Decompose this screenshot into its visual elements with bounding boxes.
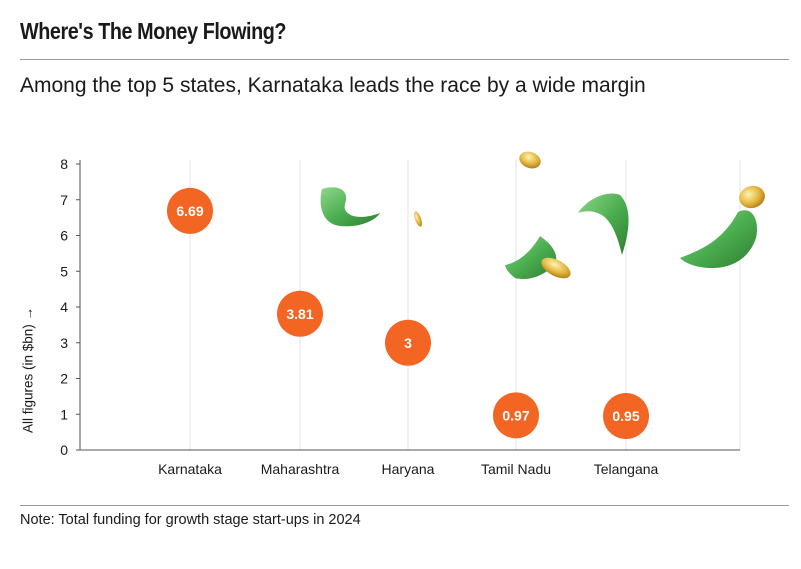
data-label: 3.81 bbox=[286, 306, 313, 322]
y-tick-label: 1 bbox=[60, 406, 68, 422]
data-point bbox=[603, 393, 649, 440]
x-tick-label: Haryana bbox=[382, 461, 435, 477]
y-tick-label: 5 bbox=[60, 263, 68, 279]
data-label: 0.97 bbox=[502, 407, 529, 423]
y-tick-label: 8 bbox=[60, 156, 68, 172]
x-tick-label: Tamil Nadu bbox=[481, 461, 551, 477]
data-point bbox=[493, 392, 539, 439]
footnote: Note: Total funding for growth stage sta… bbox=[20, 512, 361, 528]
x-tick-label: Karnataka bbox=[158, 461, 222, 477]
x-tick-label: Telangana bbox=[594, 461, 659, 477]
banknote-icon bbox=[578, 193, 629, 255]
banknote-icon bbox=[505, 236, 557, 280]
y-tick-label: 2 bbox=[60, 371, 68, 387]
chart-title: Where's The Money Flowing? bbox=[20, 18, 287, 44]
title-divider bbox=[20, 59, 789, 60]
y-tick-label: 7 bbox=[60, 192, 68, 208]
chart-area: 0 1 2 3 4 5 6 7 8 Karnataka Maharashtra Haryana Tami… bbox=[60, 151, 765, 477]
y-tick-label: 0 bbox=[60, 442, 68, 458]
coin-icon bbox=[519, 151, 541, 169]
footer-divider bbox=[20, 505, 789, 506]
data-point bbox=[167, 187, 213, 234]
data-label: 6.69 bbox=[176, 203, 203, 219]
banknote-icon bbox=[320, 187, 380, 227]
data-label: 0.95 bbox=[612, 408, 639, 424]
x-tick-label: Maharashtra bbox=[261, 461, 340, 477]
chart-subtitle: Among the top 5 states, Karnataka leads … bbox=[20, 74, 646, 97]
data-label: 3 bbox=[404, 335, 412, 351]
y-tick-label: 4 bbox=[60, 299, 68, 315]
coin-icon bbox=[414, 211, 422, 227]
coin-icon bbox=[541, 257, 571, 279]
money-decorations bbox=[320, 151, 765, 280]
banknote-icon bbox=[680, 210, 758, 268]
data-point bbox=[385, 319, 431, 366]
y-tick-label: 6 bbox=[60, 228, 68, 244]
y-tick-label: 3 bbox=[60, 335, 68, 351]
coin-icon bbox=[739, 185, 765, 209]
data-point bbox=[277, 290, 323, 337]
